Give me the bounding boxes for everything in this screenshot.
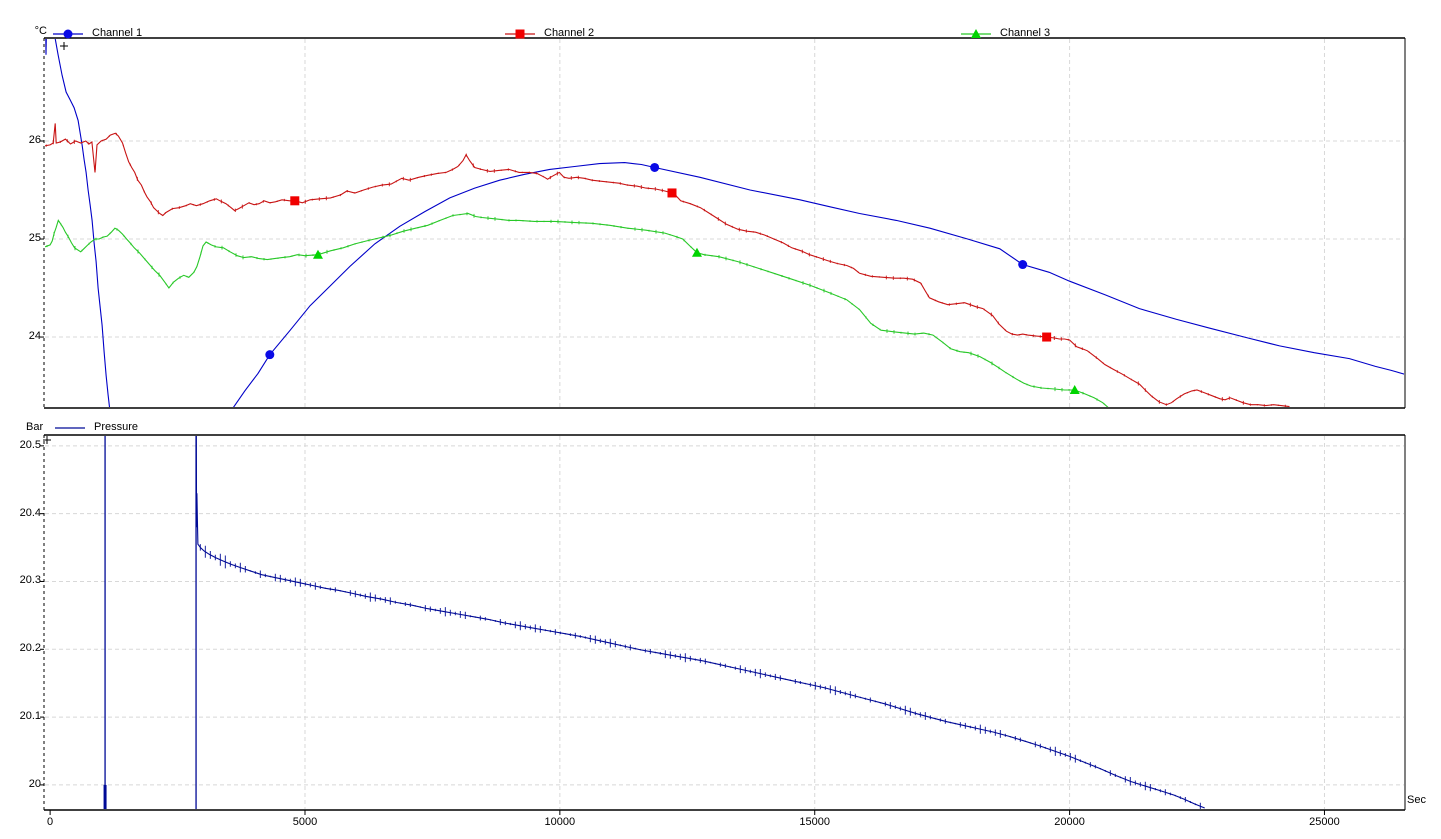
triangle-marker-icon [961,28,991,40]
x-tick-label: 10000 [544,816,576,828]
zoom-cursor-mark-icon [43,436,51,444]
line-marker-icon [55,422,85,434]
series-line [195,436,1205,809]
y-tick-label: 20 [28,777,41,790]
noise-ticks [46,212,1105,405]
legend-label-channel-2: Channel 2 [544,27,595,39]
noise-ticks [45,132,1286,407]
series-line [45,39,47,55]
circle-data-marker [265,350,275,360]
x-axis-unit-label: Sec [1407,794,1426,806]
error-bar-ticks [199,544,1201,809]
series-line [45,212,1109,407]
series-line [233,162,1404,407]
y-tick-label: 20.3 [19,574,41,587]
y-tick-label: 25 [28,232,41,245]
y-tick-label: 20.1 [19,710,41,723]
y-tick-label: 26 [28,134,41,146]
legend-channel-2: Channel 2 [505,27,594,40]
circle-data-marker [1018,260,1028,270]
x-tick-label: 25000 [1309,816,1340,828]
zoom-cursor-mark-icon [60,42,68,50]
triangle-data-marker [312,249,323,259]
legend-label-channel-3: Channel 3 [1000,27,1051,39]
legend-label-pressure: Pressure [94,421,139,433]
circle-data-marker [650,162,660,172]
y-tick-label: 20.5 [19,438,41,451]
x-tick-label: 15000 [799,816,831,828]
x-tick-label: 5000 [292,816,318,828]
triangle-data-marker [1069,384,1080,394]
series-line [45,123,1290,407]
square-data-marker [1042,332,1052,342]
series-line [54,39,111,407]
y-tick-label: 20.2 [19,642,41,655]
square-data-marker [290,196,300,206]
legend-channel-1: Channel 1 [53,27,142,40]
y-tick-label: 24 [28,330,41,343]
series-pressure [103,436,1205,809]
x-tick-label: 0 [47,816,54,828]
top-chart-unit-label: °C [34,25,47,37]
legend-label-channel-1: Channel 1 [92,27,143,39]
pressure-chart[interactable] [40,432,1406,811]
series-channel-3 [45,212,1109,407]
square-data-marker [667,188,677,198]
legend-pressure: Pressure [55,421,138,434]
temperature-chart[interactable] [40,37,1406,409]
x-tick-label: 20000 [1054,816,1085,828]
series-channel-1 [45,39,1404,407]
series-channel-2 [45,123,1290,407]
square-marker-icon [505,28,535,40]
legend-channel-3: Channel 3 [961,27,1050,40]
y-tick-label: 20.4 [19,506,41,519]
circle-marker-icon [53,28,83,40]
bottom-chart-unit-label: Bar [26,421,44,433]
triangle-data-marker [691,247,702,257]
